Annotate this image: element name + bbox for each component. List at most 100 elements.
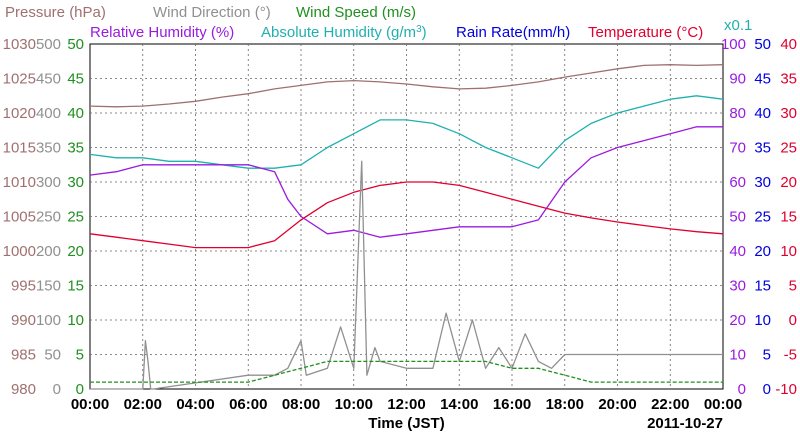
relative_humidity-tick-label: 50 xyxy=(729,209,746,226)
wind_direction-tick-label: 400 xyxy=(36,105,61,122)
x-tick-label: 10:00 xyxy=(335,396,373,413)
wind_speed-tick-label: 15 xyxy=(67,278,84,295)
series-line xyxy=(89,95,724,169)
relative_humidity-tick-label: 60 xyxy=(729,174,746,191)
relative_humidity-tick-label: 90 xyxy=(729,71,746,88)
wind_direction-tick-label: 300 xyxy=(36,174,61,191)
wind_speed-tick-label: 50 xyxy=(67,36,84,53)
x-tick-label: 02:00 xyxy=(124,396,162,413)
temperature-tick-label: 30 xyxy=(780,105,797,122)
rain_rate-tick-label: 25 xyxy=(754,209,771,226)
wind_speed-tick-label: 45 xyxy=(67,71,84,88)
temperature-tick-label: 15 xyxy=(780,209,797,226)
series-line xyxy=(89,126,723,238)
legend: Pressure (hPa) Wind Direction (°) Wind Spe… xyxy=(5,4,752,41)
legend-item: Rain Rate(mm/h) xyxy=(456,24,570,41)
x-tick-label: 20:00 xyxy=(598,396,636,413)
rain_rate-tick-label: 10 xyxy=(754,312,771,329)
date-label: 2011-10-27 xyxy=(647,415,723,432)
x-tick-label: 00:00 xyxy=(704,396,742,413)
series-line xyxy=(89,64,724,108)
temperature-tick-label: 5 xyxy=(789,278,797,295)
legend-item: Pressure (hPa) xyxy=(5,4,106,21)
wind_speed-tick-label: 20 xyxy=(67,243,84,260)
wind_direction-tick-label: 150 xyxy=(36,278,61,295)
rain_rate-tick-label: 20 xyxy=(754,243,771,260)
relative_humidity-tick-label: 20 xyxy=(729,312,746,329)
relative_humidity-tick-label: 30 xyxy=(729,278,746,295)
scale-note: x0.1 xyxy=(724,17,752,34)
relative_humidity-tick-label: 80 xyxy=(729,105,746,122)
temperature-tick-label: 40 xyxy=(780,36,797,53)
rain_rate-tick-label: 0 xyxy=(763,381,771,398)
temperature-tick-label: 0 xyxy=(789,312,797,329)
rain_rate-tick-label: 30 xyxy=(754,174,771,191)
x-tick-label: 00:00 xyxy=(71,396,109,413)
wind_direction-tick-label: 0 xyxy=(53,381,61,398)
rain_rate-tick-label: 15 xyxy=(754,278,771,295)
wind_speed-tick-label: 10 xyxy=(67,312,84,329)
pressure-tick-label: 1010 xyxy=(3,174,36,191)
wind_direction-tick-label: 250 xyxy=(36,209,61,226)
x-tick-label: 12:00 xyxy=(387,396,425,413)
temperature-tick-label: -10 xyxy=(775,381,797,398)
rain_rate-tick-label: 40 xyxy=(754,105,771,122)
pressure-tick-label: 1025 xyxy=(3,71,36,88)
rain_rate-tick-label: 45 xyxy=(754,71,771,88)
x-tick-label: 08:00 xyxy=(282,396,320,413)
x-tick-label: 06:00 xyxy=(229,396,267,413)
wind_speed-tick-label: 30 xyxy=(67,174,84,191)
relative_humidity-tick-label: 70 xyxy=(729,140,746,157)
x-tick-label: 22:00 xyxy=(651,396,689,413)
x-tick-label: 16:00 xyxy=(493,396,531,413)
pressure-tick-label: 1005 xyxy=(3,209,36,226)
x-tick-label: 14:00 xyxy=(440,396,478,413)
x-tick-label: 04:00 xyxy=(176,396,214,413)
wind_speed-tick-label: 25 xyxy=(67,209,84,226)
rain_rate-tick-label: 5 xyxy=(763,347,771,364)
series-line xyxy=(89,181,724,249)
wind_speed-tick-label: 40 xyxy=(67,105,84,122)
wind_speed-tick-label: 35 xyxy=(67,140,84,157)
legend-item: Wind Direction (°) xyxy=(153,4,271,21)
rain_rate-tick-label: 35 xyxy=(754,140,771,157)
legend-item: Absolute Humidity (g/m3) xyxy=(261,24,427,42)
temperature-tick-label: 35 xyxy=(780,71,797,88)
pressure-tick-label: 995 xyxy=(11,278,36,295)
relative_humidity-tick-label: 10 xyxy=(729,347,746,364)
pressure-tick-label: 990 xyxy=(11,312,36,329)
temperature-tick-label: -5 xyxy=(784,347,797,364)
pressure-tick-label: 1030 xyxy=(3,36,36,53)
pressure-tick-label: 1000 xyxy=(3,243,36,260)
wind_speed-tick-label: 5 xyxy=(76,347,84,364)
relative_humidity-tick-label: 40 xyxy=(729,243,746,260)
legend-item: Temperature (°C) xyxy=(588,24,703,41)
x-axis-label: Time (JST) xyxy=(368,415,444,432)
wind_direction-tick-label: 350 xyxy=(36,140,61,157)
relative_humidity-tick-label: 0 xyxy=(738,381,746,398)
wind_speed-tick-label: 0 xyxy=(76,381,84,398)
series-line xyxy=(90,360,723,383)
wind_direction-tick-label: 50 xyxy=(44,347,61,364)
rain_rate-tick-label: 50 xyxy=(754,36,771,53)
temperature-tick-label: 10 xyxy=(780,243,797,260)
axes: 1030102510201015101010051000995990985980… xyxy=(3,36,797,432)
series-layer xyxy=(89,64,724,390)
grid xyxy=(89,43,724,390)
pressure-tick-label: 985 xyxy=(11,347,36,364)
temperature-tick-label: 20 xyxy=(780,174,797,191)
legend-item: Wind Speed (m/s) xyxy=(296,4,416,21)
pressure-tick-label: 1015 xyxy=(3,140,36,157)
wind_direction-tick-label: 200 xyxy=(36,243,61,260)
x-tick-label: 18:00 xyxy=(546,396,584,413)
wind_direction-tick-label: 450 xyxy=(36,71,61,88)
temperature-tick-label: 25 xyxy=(780,140,797,157)
legend-item: Relative Humidity (%) xyxy=(90,24,234,41)
wind_direction-tick-label: 100 xyxy=(36,312,61,329)
wind_direction-tick-label: 500 xyxy=(36,36,61,53)
pressure-tick-label: 1020 xyxy=(3,105,36,122)
pressure-tick-label: 980 xyxy=(11,381,36,398)
relative_humidity-tick-label: 100 xyxy=(721,36,746,53)
